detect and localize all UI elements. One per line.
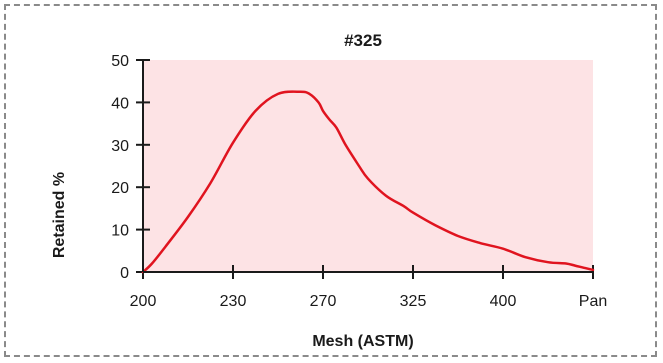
y-axis-title: Retained % — [51, 172, 68, 258]
y-tick-label: 0 — [120, 265, 129, 282]
x-tick-label: Pan — [579, 293, 607, 310]
x-tick-label: 400 — [490, 293, 517, 310]
y-tick-label: 40 — [111, 95, 129, 112]
chart-title: #325 — [344, 31, 382, 50]
x-tick-label: 325 — [400, 293, 427, 310]
x-tick-label: 200 — [130, 293, 157, 310]
y-tick-label: 10 — [111, 223, 129, 240]
y-tick-label: 20 — [111, 180, 129, 197]
chart-frame — [4, 4, 657, 357]
retained-curve — [141, 90, 595, 274]
y-tick-label: 50 — [111, 53, 129, 70]
x-axis-title: Mesh (ASTM) — [312, 333, 413, 350]
y-tick-label: 30 — [111, 138, 129, 155]
x-tick-label: 230 — [220, 293, 247, 310]
x-tick-label: 270 — [310, 293, 337, 310]
plot-area — [143, 60, 593, 272]
